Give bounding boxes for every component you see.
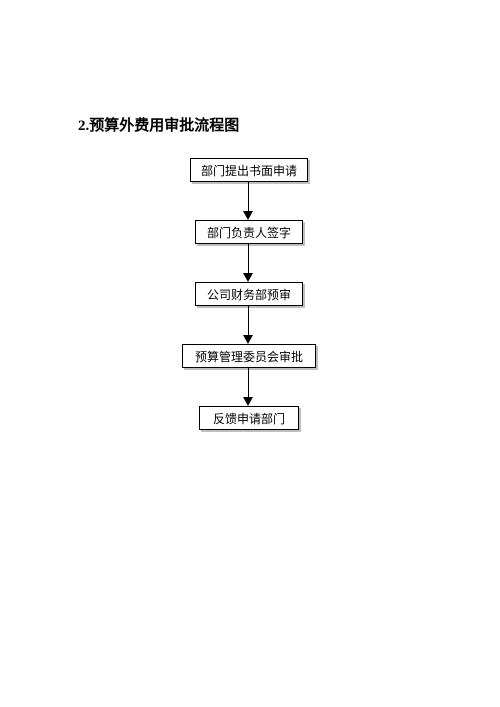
page-title: 2.预算外费用审批流程图	[78, 114, 239, 135]
flow-arrow-line	[248, 182, 249, 211]
flow-arrow-head	[243, 211, 253, 220]
flow-node-n2: 部门负责人签字	[195, 220, 303, 244]
flow-arrow-line	[248, 368, 249, 397]
flow-arrow-line	[248, 244, 249, 273]
flow-arrow-head	[243, 397, 253, 406]
flow-arrow-line	[248, 306, 249, 335]
flow-arrow-head	[243, 335, 253, 344]
flow-arrow-head	[243, 273, 253, 282]
flow-node-n3: 公司财务部预审	[195, 282, 303, 306]
flow-node-n1: 部门提出书面申请	[190, 158, 308, 182]
flow-node-n4: 预算管理委员会审批	[182, 344, 316, 368]
flow-node-n5: 反馈申请部门	[199, 406, 299, 430]
